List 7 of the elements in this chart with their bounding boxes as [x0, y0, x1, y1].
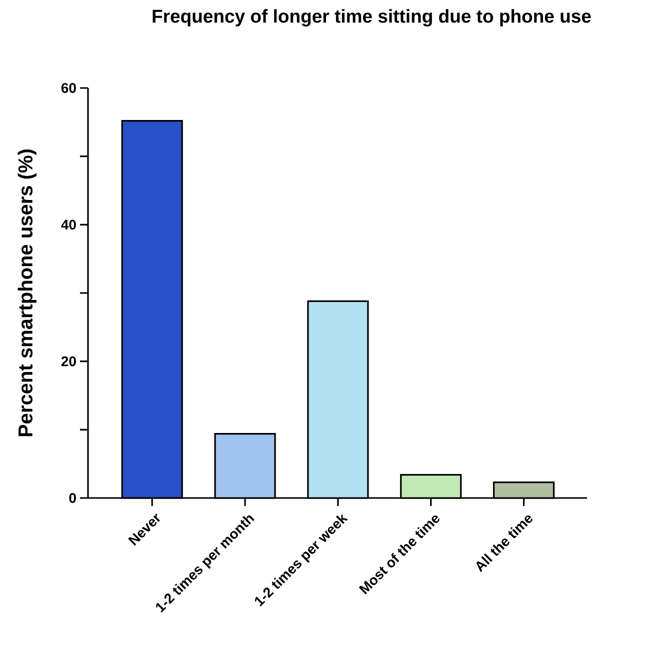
chart-title: Frequency of longer time sitting due to phone use	[152, 9, 591, 27]
y-tick-label: 40	[61, 220, 76, 230]
y-tick-label: 60	[61, 83, 76, 93]
y-axis-title: Percent smartphone users (%)	[18, 150, 36, 436]
y-tick-label: 20	[61, 356, 76, 366]
x-tick-label: All the time	[476, 515, 532, 572]
y-tick-label: 0	[69, 493, 76, 503]
